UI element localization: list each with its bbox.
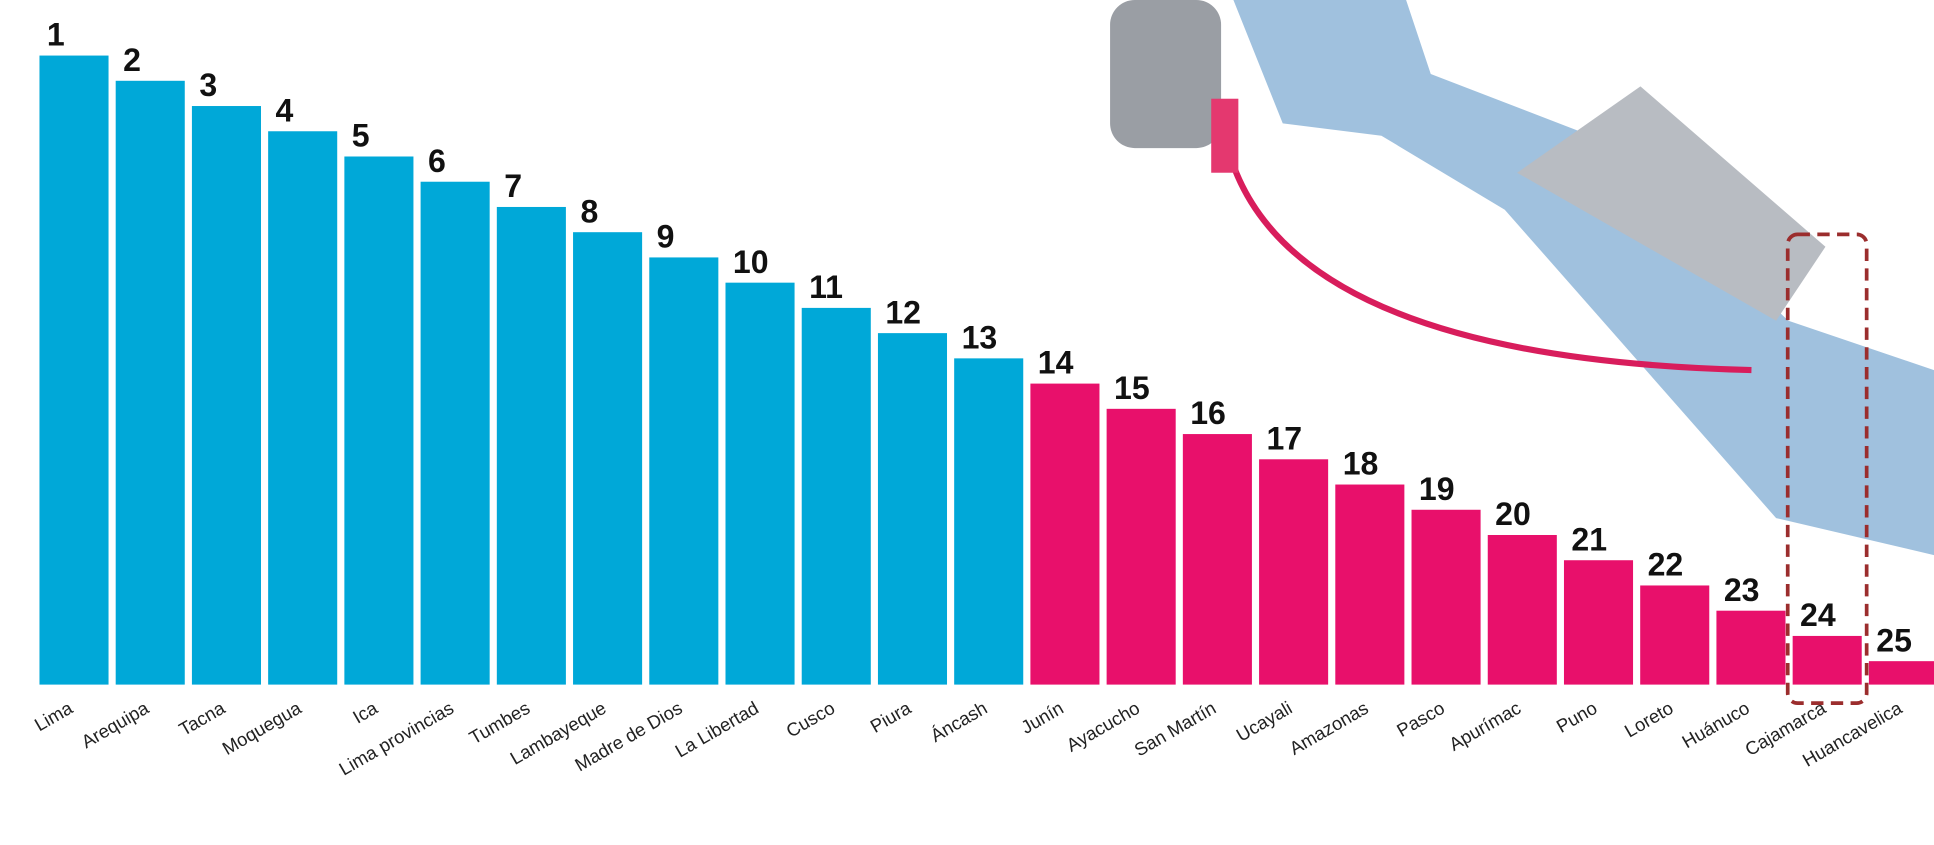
x-tick-label: Junín: [1017, 697, 1067, 738]
rank-label: 17: [1266, 420, 1302, 456]
rank-label: 14: [1038, 345, 1074, 381]
rank-label: 4: [276, 92, 294, 128]
x-tick-label: San Martín: [1131, 697, 1220, 760]
rank-label: 25: [1876, 622, 1912, 658]
rank-label: 12: [885, 294, 921, 330]
x-tick-label: Lima: [31, 697, 77, 736]
x-tick-label: Puno: [1553, 697, 1601, 737]
bar: [268, 131, 338, 685]
x-tick-label: Arequipa: [78, 697, 153, 753]
bar: [1335, 484, 1405, 685]
bar: [1259, 459, 1329, 685]
bar: [1640, 585, 1710, 685]
bar: [39, 55, 109, 685]
rank-label: 11: [809, 269, 843, 305]
bar: [801, 307, 871, 685]
bar: [1716, 610, 1786, 685]
bar: [1792, 635, 1862, 685]
bar: [877, 333, 948, 685]
bar: [1487, 534, 1557, 685]
rank-label: 18: [1343, 446, 1379, 482]
x-tick-label: Pasco: [1393, 697, 1448, 741]
bar: [1182, 434, 1252, 685]
x-tick-label: Moquegua: [218, 697, 305, 759]
x-tick-label: Ucayali: [1233, 697, 1296, 746]
x-tick-label: La Libertad: [671, 697, 762, 761]
bar: [573, 232, 643, 685]
rank-label: 8: [580, 193, 598, 229]
rank-label: 22: [1648, 547, 1684, 583]
bar: [725, 282, 795, 685]
rank-label: 3: [199, 67, 217, 103]
x-tick-label: Apurímac: [1445, 697, 1524, 755]
rank-label: 9: [657, 219, 675, 255]
x-tick-label: Loreto: [1621, 697, 1677, 741]
x-tick-label: Ayacucho: [1063, 697, 1144, 756]
rank-label: 20: [1495, 496, 1531, 532]
rank-label: 21: [1571, 521, 1607, 557]
rank-label: 15: [1114, 370, 1150, 406]
rank-label: 23: [1724, 572, 1760, 608]
bar: [1106, 408, 1176, 685]
rank-label: 2: [123, 42, 141, 78]
bar: [115, 80, 185, 685]
bar: [649, 257, 719, 685]
rank-label: 19: [1419, 471, 1455, 507]
x-tick-label: Piura: [867, 697, 916, 737]
bar: [1868, 661, 1934, 685]
highlight-box: [1785, 232, 1869, 705]
rank-label: 24: [1800, 597, 1836, 633]
bar: [1030, 383, 1100, 685]
rank-label: 16: [1190, 395, 1226, 431]
bar: [420, 181, 490, 685]
x-tick-label: Ica: [349, 697, 381, 728]
bar: [1563, 560, 1634, 685]
rank-label: 7: [504, 168, 522, 204]
rank-label: 10: [733, 244, 769, 280]
rank-label: 13: [962, 319, 998, 355]
bar: [191, 106, 261, 685]
x-tick-label: Amazonas: [1286, 697, 1372, 759]
rank-label: 1: [47, 17, 65, 53]
bar: [496, 206, 566, 685]
x-tick-label: Tacna: [175, 697, 229, 740]
rank-label: 5: [352, 118, 370, 154]
bar: [954, 358, 1024, 685]
bar: [1411, 509, 1481, 685]
bar: [344, 156, 414, 685]
rank-label: 6: [428, 143, 446, 179]
x-tick-label: Áncash: [927, 697, 991, 746]
x-tick-label: Cusco: [782, 697, 838, 741]
illustration: [1110, 0, 1934, 556]
